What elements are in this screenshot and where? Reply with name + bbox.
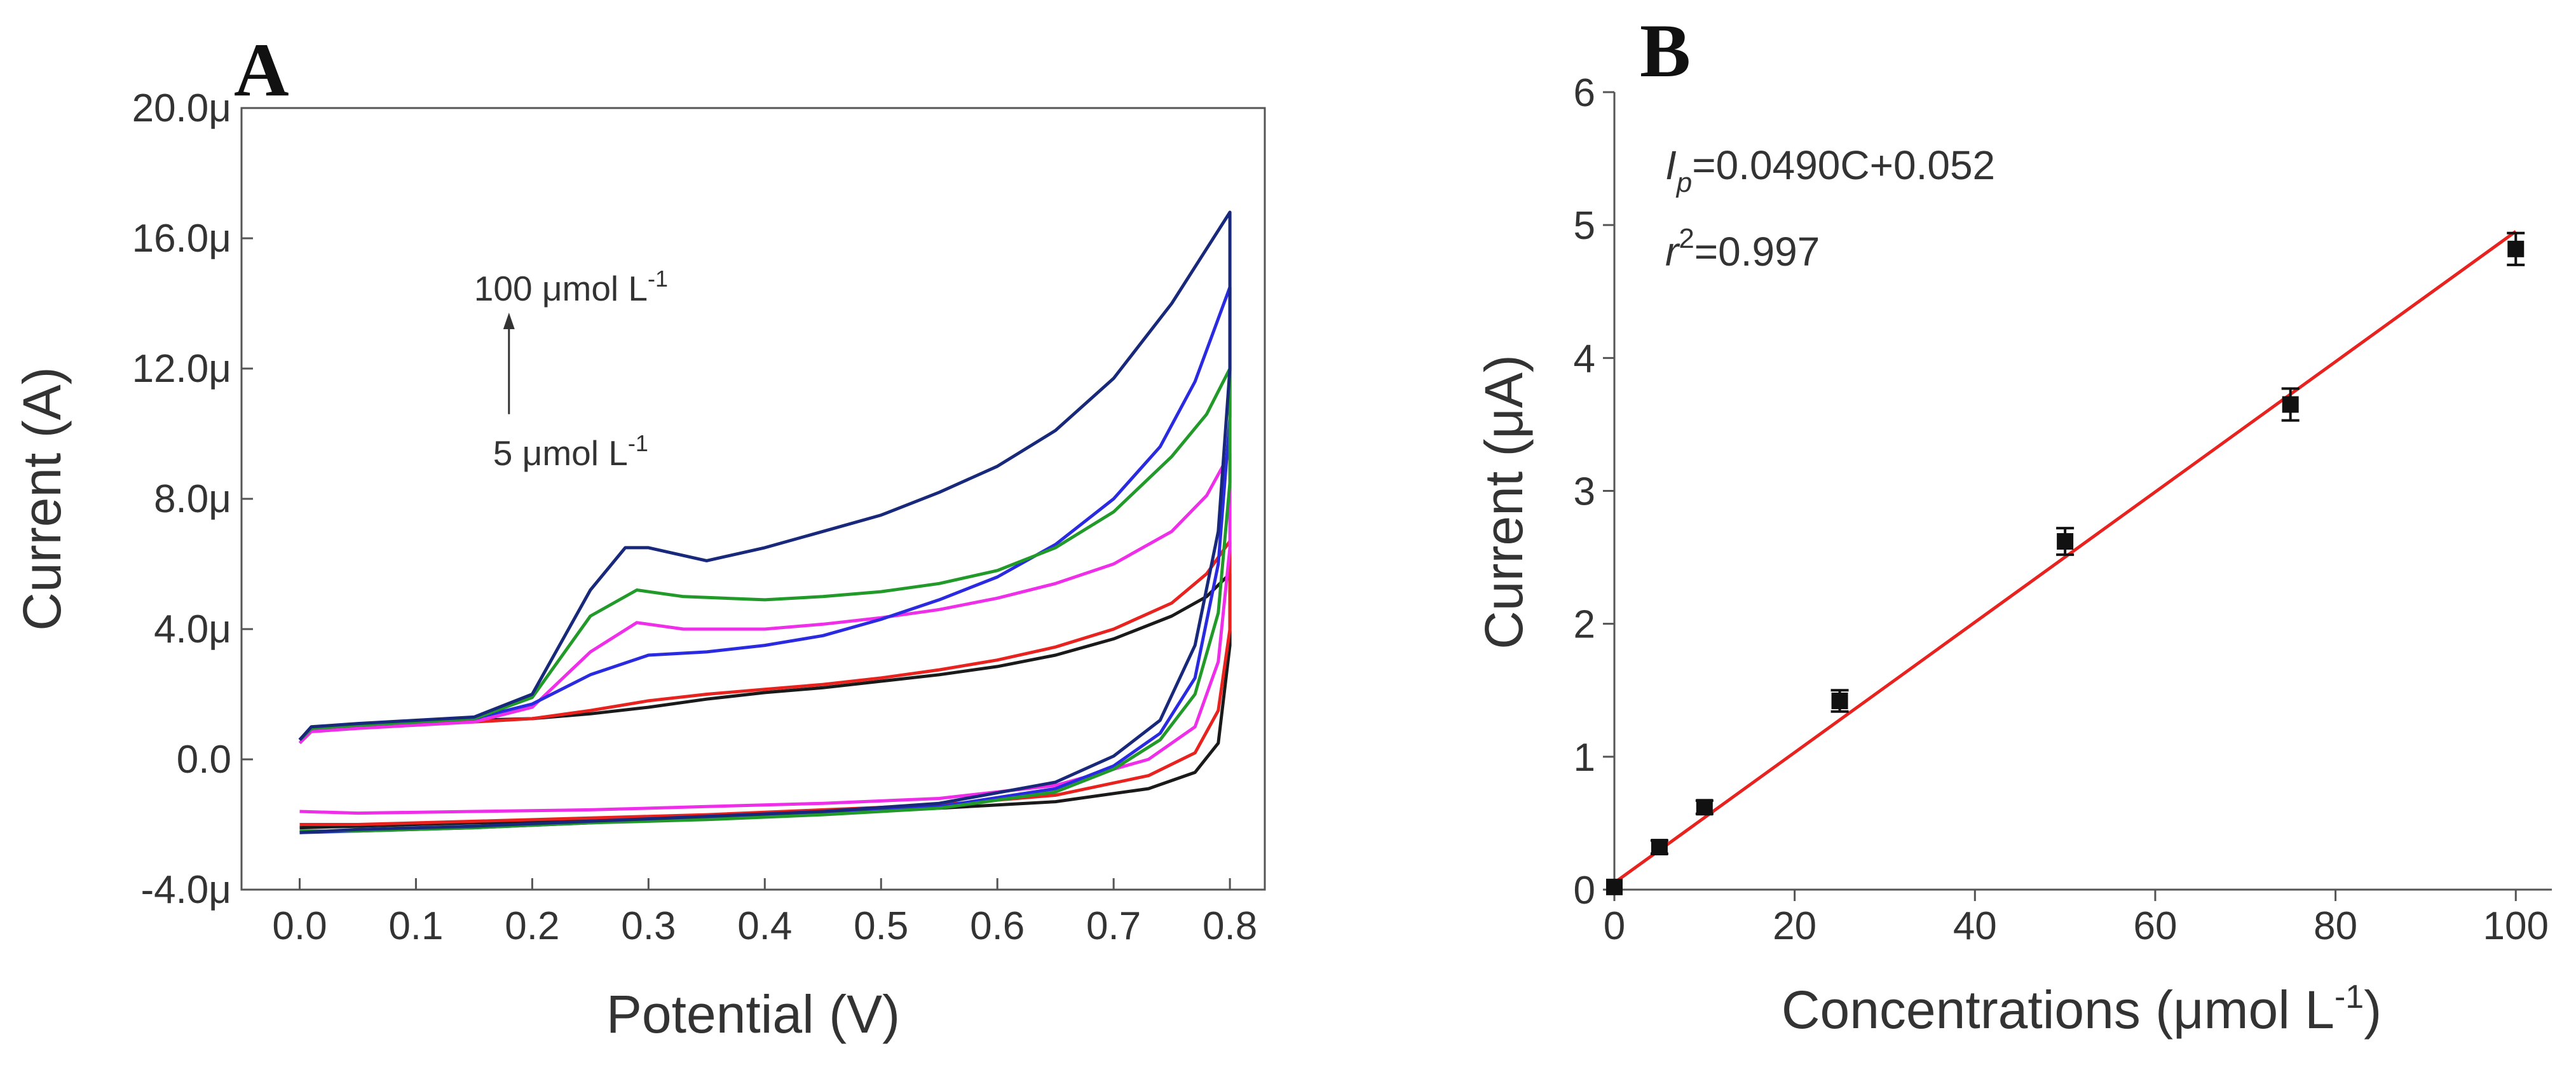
panel-a-series-group [298, 210, 1232, 834]
panel-b-y-tick-label: 1 [1574, 736, 1595, 780]
panel-a-cyclic-voltammogram: A -4.0μ 0.0 4.0μ 8.0μ 12.0μ 16.0μ 20.0μ 0.0 0.1… [12, 27, 1266, 1044]
panel-a-y-axis: -4.0μ 0.0 4.0μ 8.0μ 12.0μ 16.0μ 20.0μ [132, 86, 253, 912]
data-point [1651, 839, 1668, 856]
panel-b-points-group [1606, 231, 2525, 895]
panel-b-x-tick-label: 20 [1773, 904, 1816, 948]
panel-a-x-tick-label: 0.6 [970, 904, 1025, 948]
panel-b-y-tick-label: 3 [1574, 470, 1595, 514]
panel-a-x-axis: 0.0 0.1 0.2 0.3 0.4 0.5 0.6 0.7 0.8 [272, 878, 1257, 948]
cv-curve [298, 210, 1232, 834]
cv-curve [298, 451, 1232, 815]
data-point [2507, 240, 2525, 257]
panel-b-x-tick-label: 80 [2314, 904, 2357, 948]
data-point [1696, 799, 1713, 816]
r-squared-value: r2=0.997 [1665, 223, 1820, 275]
data-point [1831, 692, 1848, 709]
cv-curve [298, 572, 1232, 830]
annotation-top-label: 100 μmol L-1 [474, 266, 668, 308]
cv-curve [298, 367, 1232, 833]
panel-a-x-axis-title: Potential (V) [606, 984, 900, 1044]
panel-a-y-tick-label: 16.0μ [132, 217, 231, 261]
cv-curve [298, 285, 1232, 834]
panel-a-x-tick-label: 0.2 [505, 904, 559, 948]
panel-b-y-tick-label: 5 [1574, 204, 1595, 248]
panel-b-y-tick-label: 2 [1574, 603, 1595, 647]
data-point [2282, 396, 2299, 413]
panel-b-x-tick-label: 0 [1604, 904, 1625, 948]
panel-a-y-tick-label: 4.0μ [154, 607, 231, 651]
regression-equation: Ip=0.0490C+0.052 [1665, 142, 1995, 198]
panel-b-label: B [1640, 8, 1691, 93]
panel-a-x-tick-label: 0.3 [621, 904, 676, 948]
panel-b-x-axis-title: Concentrations (μmol L-1) [1782, 979, 2382, 1040]
annotation-bottom-label: 5 μmol L-1 [493, 430, 648, 473]
data-point [1606, 878, 1623, 895]
panel-b-x-tick-label: 40 [1953, 904, 1997, 948]
panel-a-label: A [234, 27, 289, 112]
panel-b-calibration-plot: B 0 1 2 3 4 5 6 0 20 40 60 80 100 Current (μA) Conc… [1474, 8, 2552, 1040]
panel-b-x-tick-label: 100 [2483, 904, 2549, 948]
panel-a-x-tick-label: 0.7 [1086, 904, 1141, 948]
panel-a-y-axis-title: Current (A) [12, 367, 72, 630]
cv-curve [298, 539, 1232, 826]
data-point [2057, 533, 2074, 550]
panel-a-x-tick-label: 0.4 [737, 904, 792, 948]
panel-a-x-tick-label: 0.0 [272, 904, 327, 948]
panel-a-y-tick-label: -4.0μ [140, 868, 231, 912]
panel-a-y-tick-label: 20.0μ [132, 86, 231, 130]
panel-a-y-tick-label: 0.0 [177, 738, 231, 782]
panel-b-y-tick-label: 6 [1574, 71, 1595, 115]
panel-a-y-tick-label: 8.0μ [154, 477, 231, 521]
panel-a-y-tick-label: 12.0μ [132, 347, 231, 391]
panel-b-y-tick-label: 0 [1574, 869, 1595, 913]
panel-a-concentration-annotation: 100 μmol L-1 5 μmol L-1 [474, 266, 668, 473]
panel-a-x-tick-label: 0.8 [1203, 904, 1257, 948]
panel-b-y-axis-title: Current (μA) [1474, 355, 1534, 649]
panel-b-y-tick-label: 4 [1574, 337, 1595, 381]
panel-b-fit-group [1613, 230, 2517, 885]
panel-b-x-tick-label: 60 [2133, 904, 2177, 948]
panel-a-x-tick-label: 0.1 [388, 904, 443, 948]
regression-line [1613, 230, 2517, 885]
concentration-arrow-up-icon [503, 313, 515, 329]
panel-b-y-axis: 0 1 2 3 4 5 6 [1574, 71, 1614, 913]
panel-b-x-axis: 0 20 40 60 80 100 [1604, 890, 2549, 948]
panel-a-x-tick-label: 0.5 [854, 904, 908, 948]
